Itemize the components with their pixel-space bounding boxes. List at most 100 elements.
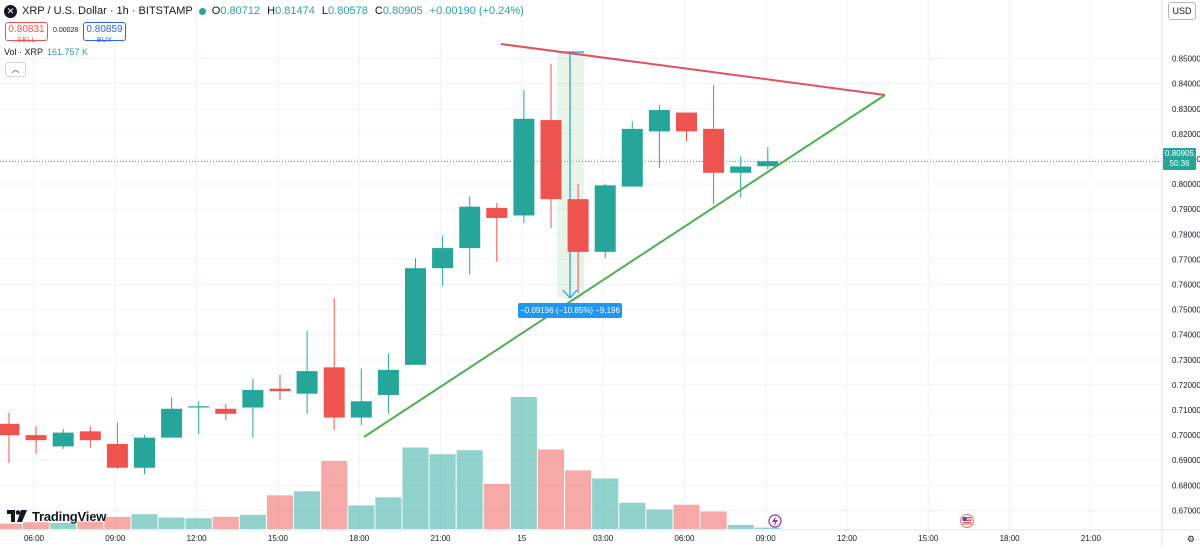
candle-body — [486, 207, 508, 218]
candle-body — [567, 199, 589, 252]
time-tick-label: 18:00 — [349, 534, 370, 543]
volume-bar — [0, 523, 23, 529]
volume-bar — [321, 460, 348, 529]
volume-bar — [754, 527, 781, 529]
volume-series — [0, 397, 781, 529]
chevron-up-icon[interactable]: ︿ — [5, 62, 26, 77]
buy-button[interactable]: 0.80859 BUY — [83, 22, 126, 44]
candle-body — [269, 388, 291, 392]
volume-bar — [375, 497, 402, 529]
bar-countdown: 50:36 — [1169, 159, 1190, 168]
volume-value: 161.757 K — [47, 47, 89, 57]
volume-bar — [727, 524, 754, 529]
symbol-legend[interactable]: ✕ XRP / U.S. Dollar · 1h · BITSTAMP O0.8… — [4, 2, 524, 20]
price-tick-label: 0.83000 — [1172, 105, 1200, 114]
price-tick-label: 0.85000 — [1172, 55, 1200, 64]
sell-button[interactable]: 0.80831 SELL — [5, 22, 48, 44]
trend-lines — [363, 43, 886, 438]
tradingview-logo[interactable]: TradingView — [7, 508, 107, 524]
time-tick-label: 15:00 — [268, 534, 289, 543]
symbol-title[interactable]: XRP / U.S. Dollar · 1h · BITSTAMP — [22, 5, 193, 17]
candle-body — [0, 423, 20, 436]
volume-bar — [592, 478, 619, 529]
volume-bar — [510, 397, 537, 529]
volume-bar — [348, 505, 375, 529]
candle-body — [161, 408, 183, 438]
close-x-icon[interactable]: ✕ — [4, 4, 17, 18]
time-tick-label: 21:00 — [430, 534, 451, 543]
candle-body — [25, 435, 47, 441]
sell-label: SELL — [17, 37, 36, 44]
price-tick-label: 0.70000 — [1172, 431, 1200, 440]
open-value: 0.80712 — [220, 5, 261, 17]
tradingview-logo-icon — [7, 510, 27, 522]
change-value: +0.00190 (+0.24%) — [429, 5, 524, 17]
volume-bar — [212, 516, 239, 529]
volume-bar — [673, 504, 700, 529]
volume-bar — [294, 491, 321, 529]
high-value: 0.81474 — [275, 5, 315, 17]
buy-price: 0.80859 — [86, 24, 123, 35]
market-status-icon — [198, 7, 206, 15]
last-price-label: 0.80905 50:36 — [1163, 148, 1196, 170]
volume-bar — [646, 509, 673, 529]
volume-bar — [104, 516, 131, 529]
volume-bar — [483, 483, 510, 529]
volume-bar — [619, 502, 646, 529]
volume-legend[interactable]: Vol · XRP 161.757 K — [4, 47, 88, 57]
lightning-icon-glyph — [772, 516, 778, 526]
volume-bar — [429, 454, 456, 529]
price-tick-label: 0.78000 — [1172, 230, 1200, 239]
ohlc-values: O0.80712 H0.81474 L0.80578 C0.80905 +0.0… — [211, 5, 524, 17]
candle-body — [79, 431, 101, 441]
price-tick-label: 0.68000 — [1172, 481, 1200, 490]
last-price-value: 0.80905 — [1165, 149, 1194, 158]
volume-bar — [402, 447, 429, 529]
candle-body — [405, 268, 426, 365]
volume-bar — [456, 450, 483, 529]
measure-arrow-head — [562, 289, 578, 299]
volume-bar — [185, 518, 212, 529]
candle-body — [648, 110, 670, 132]
buy-label: BUY — [96, 37, 113, 44]
price-tick-label: 0.71000 — [1172, 406, 1200, 415]
close-value: 0.80905 — [382, 5, 423, 17]
measure-label: −0.09196 (−10.85%) −9,196 — [518, 303, 622, 318]
low-value: 0.80578 — [328, 5, 368, 17]
logo-text: TradingView — [32, 508, 107, 524]
candle-body — [703, 128, 725, 173]
candle-body — [594, 185, 616, 252]
candle-body — [323, 367, 345, 418]
volume-bar — [158, 517, 185, 529]
candle-body — [676, 112, 697, 132]
candle-body — [134, 437, 155, 468]
spread-value: 0.00028 — [53, 27, 79, 34]
candle-body — [377, 369, 399, 395]
candle-body — [432, 248, 454, 269]
time-tick-label: 12:00 — [187, 534, 208, 543]
candle-body — [730, 166, 752, 173]
volume-bar — [50, 522, 77, 529]
price-axis: 0.850000.840000.830000.820000.810000.800… — [1172, 55, 1200, 516]
candle-body — [540, 120, 562, 200]
price-tick-label: 0.79000 — [1172, 205, 1200, 214]
candle-body — [621, 128, 643, 187]
currency-selector[interactable]: USD — [1168, 2, 1196, 20]
candle-body — [459, 206, 481, 249]
candle-body — [513, 118, 535, 216]
candle-series — [0, 63, 779, 475]
time-axis: 06:00 09:00 12:00 15:00 18:00 21:00 15 03:00 06:… — [24, 534, 1101, 543]
support-trendline — [363, 94, 886, 438]
price-tick-label: 0.74000 — [1172, 331, 1200, 340]
time-tick-label: 12:00 — [837, 534, 858, 543]
volume-bar — [266, 495, 294, 529]
time-tick-label: 03:00 — [593, 534, 614, 543]
candle-body — [757, 161, 779, 167]
price-tick-label: 0.82000 — [1172, 130, 1200, 139]
candle-body — [242, 389, 264, 408]
price-tick-label: 0.75000 — [1172, 306, 1200, 315]
candle-body — [296, 371, 318, 394]
gear-icon[interactable]: ⚙ — [1186, 534, 1195, 544]
